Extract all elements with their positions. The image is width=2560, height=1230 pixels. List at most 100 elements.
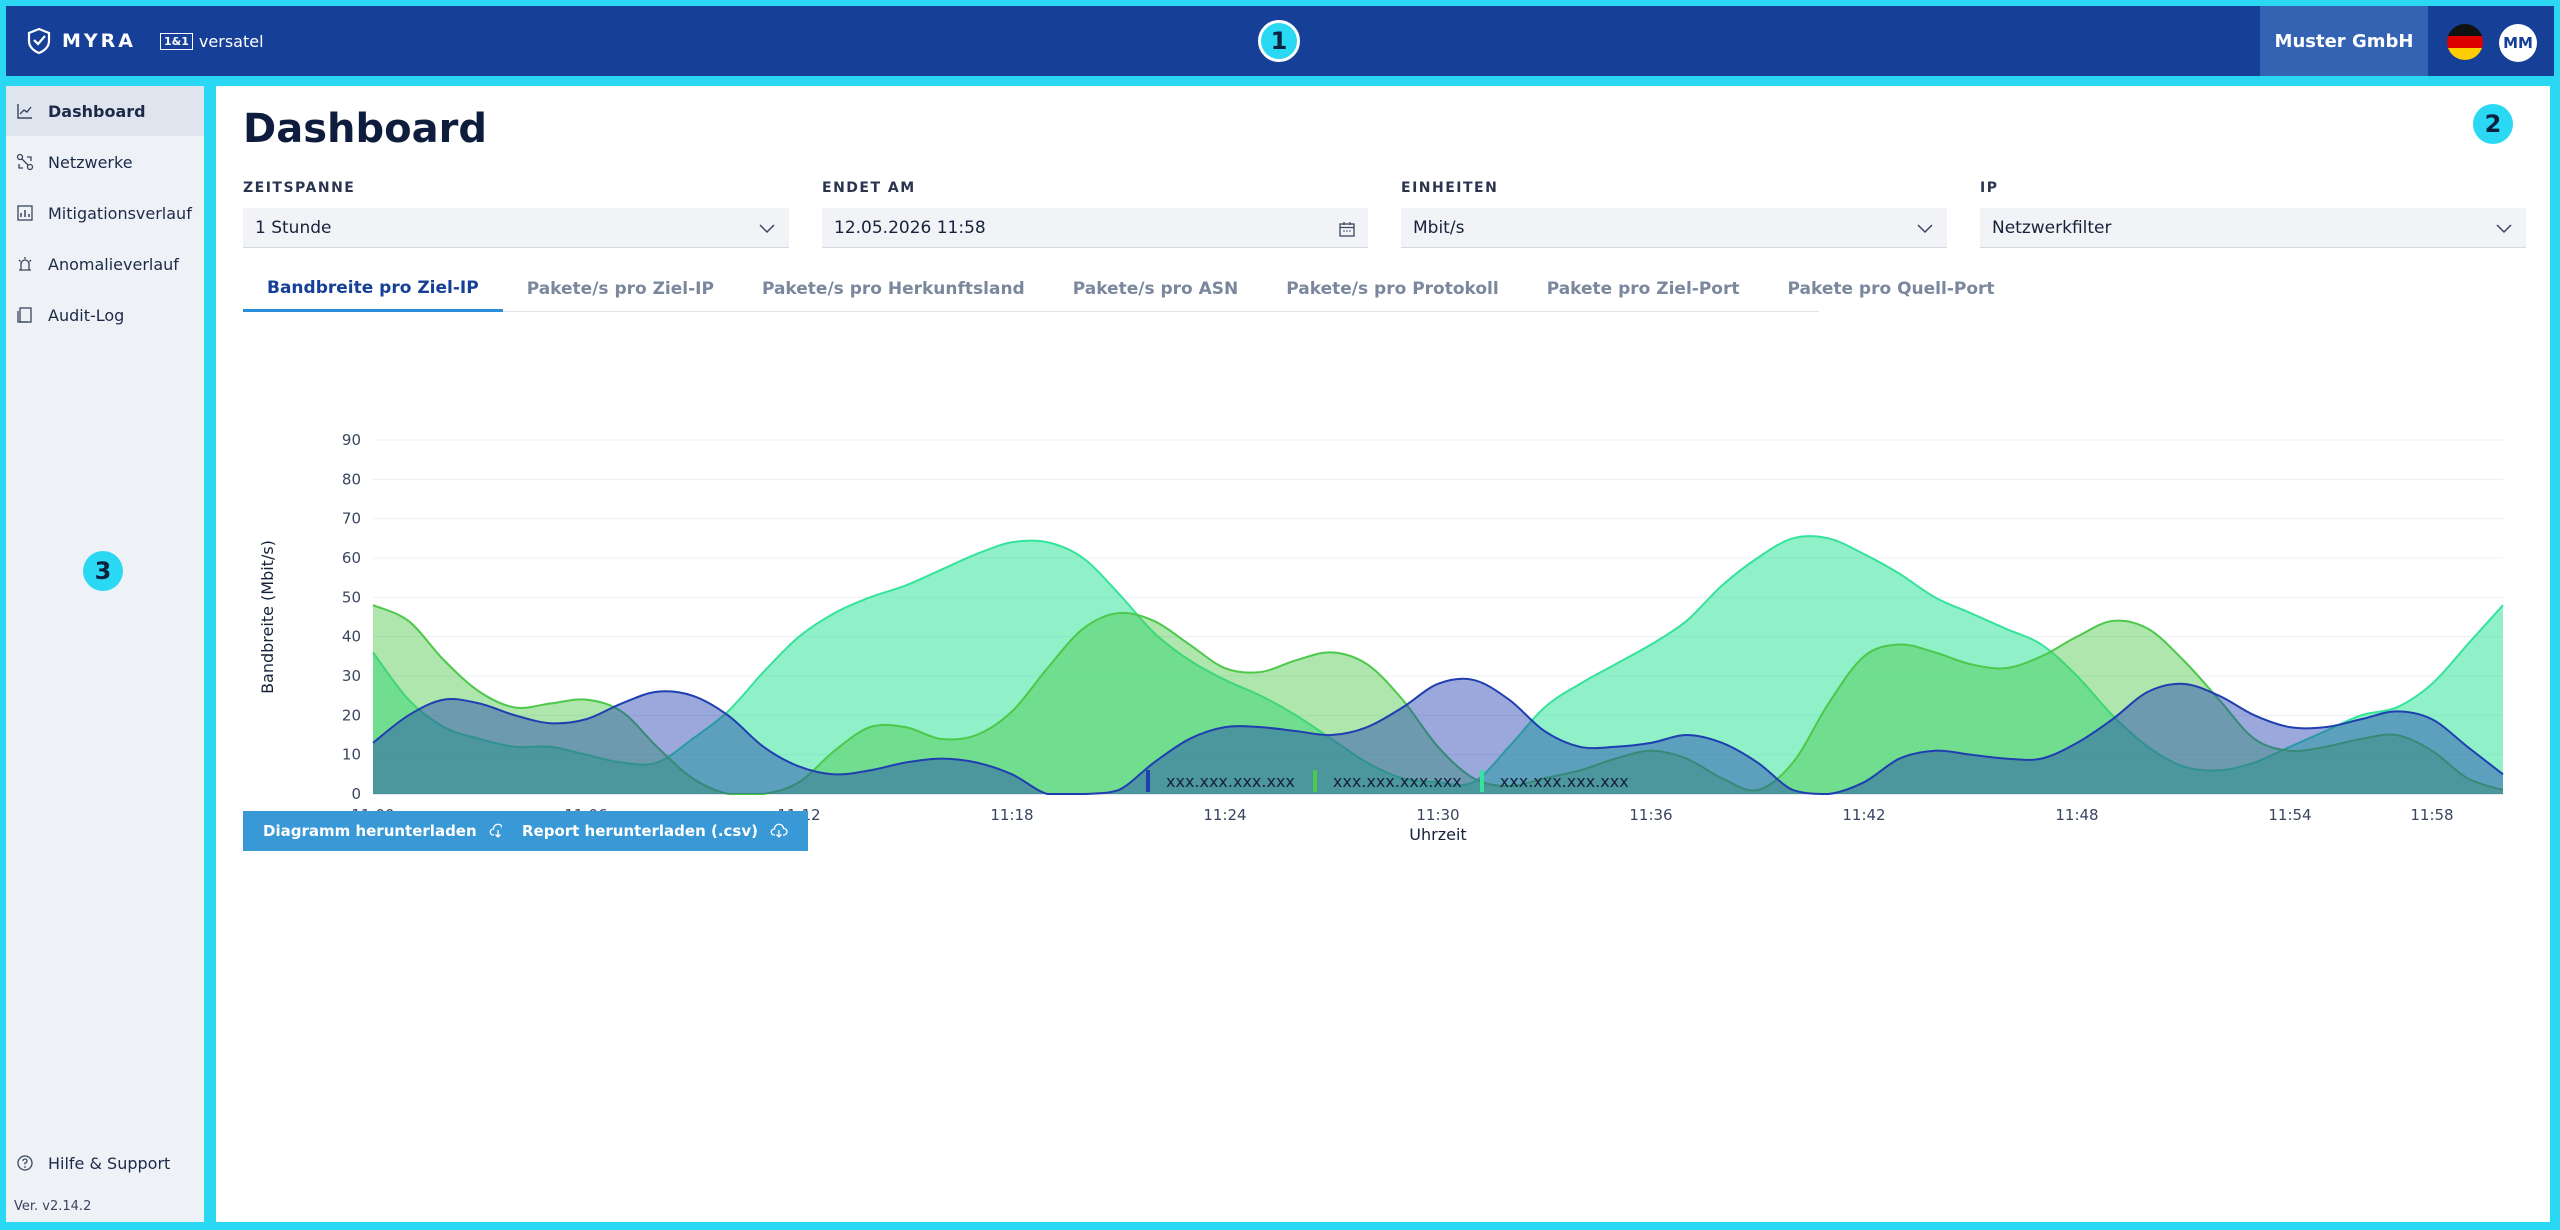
legend-swatch (1312, 770, 1317, 792)
x-tick-label: 11:48 (2055, 806, 2098, 824)
endet-am-datepicker[interactable]: 12.05.2026 11:58 (822, 208, 1368, 248)
sidebar-item-label: Dashboard (48, 101, 146, 121)
filter-label: IP (1980, 180, 1999, 196)
x-axis-label: Uhrzeit (1409, 825, 1466, 844)
partner-logo: 1&1 versatel (160, 32, 264, 51)
chevron-down-icon (759, 224, 775, 234)
legend-item[interactable]: xxx.xxx.xxx.xxx (1146, 770, 1295, 792)
y-axis-label: Bandbreite (Mbit/s) (258, 540, 277, 694)
y-tick-label: 0 (351, 785, 361, 803)
sidebar-item-mitigationsverlauf[interactable]: Mitigationsverlauf (6, 188, 204, 238)
ip-networkfilter-select[interactable]: Netzwerkfilter (1980, 208, 2526, 248)
y-tick-label: 60 (342, 549, 361, 567)
sidebar: Dashboard Netzwerke Mitigationsverlauf A… (6, 86, 204, 1222)
document-icon (17, 307, 32, 323)
x-tick-label: 11:18 (990, 806, 1033, 824)
tab-pakete-pro-herkunftsland[interactable]: Pakete/s pro Herkunftsland (761, 279, 1025, 299)
x-tick-label: 11:36 (1629, 806, 1672, 824)
filter-label: EINHEITEN (1401, 180, 1499, 196)
legend-swatch (1146, 770, 1150, 792)
download-chart-button[interactable]: Diagramm herunterladen (243, 811, 527, 851)
shield-logo-icon (27, 27, 51, 55)
x-tick-label: 11:58 (2410, 806, 2453, 824)
tab-pakete-pro-protokoll[interactable]: Pakete/s pro Protokoll (1286, 279, 1499, 299)
chart-tabs: Bandbreite pro Ziel-IP Pakete/s pro Ziel… (243, 266, 1995, 312)
sidebar-item-anomalieverlauf[interactable]: Anomalieverlauf (6, 239, 204, 289)
series-line-2 (372, 604, 2504, 796)
legend-swatch (1479, 770, 1484, 792)
x-tick-label: 11:42 (1842, 806, 1885, 824)
y-tick-label: 80 (342, 470, 361, 488)
zeitspanne-select[interactable]: 1 Stunde (243, 208, 789, 248)
chart-legend: xxx.xxx.xxx.xxx xxx.xxx.xxx.xxx xxx.xxx.xx… (1146, 770, 1629, 792)
partner-box: 1&1 (160, 32, 193, 50)
annotation-marker-3: 3 (83, 551, 123, 591)
chevron-down-icon (1917, 224, 1933, 234)
y-tick-label: 40 (342, 628, 361, 646)
legend-label: xxx.xxx.xxx.xxx (1332, 771, 1462, 791)
top-bar: MYRA 1&1 versatel Muster GmbH MM (6, 6, 2554, 76)
legend-label: xxx.xxx.xxx.xxx (1499, 771, 1629, 791)
filter-label: ENDET AM (822, 180, 916, 196)
filter-value: Mbit/s (1413, 217, 1465, 238)
series-line-3 (372, 535, 2504, 786)
sidebar-item-dashboard[interactable]: Dashboard (6, 86, 204, 136)
tab-pakete-pro-quell-port[interactable]: Pakete pro Quell-Port (1787, 279, 1995, 299)
y-tick-label: 10 (342, 746, 361, 764)
version-label: Ver. v2.14.2 (14, 1199, 92, 1214)
filter-zeitspanne: ZEITSPANNE 1 Stunde (243, 180, 789, 248)
filter-label: ZEITSPANNE (243, 180, 356, 196)
series-area-2 (373, 605, 2503, 794)
user-avatar[interactable]: MM (2499, 24, 2537, 62)
y-tick-label: 70 (342, 510, 361, 528)
series-line-1 (372, 677, 2504, 796)
cloud-download-icon (770, 823, 788, 838)
partner-name: versatel (198, 31, 264, 51)
sidebar-item-label: Netzwerke (48, 152, 133, 172)
y-tick-label: 30 (342, 667, 361, 685)
legend-item[interactable]: xxx.xxx.xxx.xxx (1479, 770, 1629, 792)
germany-flag-icon[interactable] (2447, 24, 2483, 60)
calendar-icon[interactable] (1338, 220, 1356, 238)
tab-pakete-pro-ziel-port[interactable]: Pakete pro Ziel-Port (1546, 279, 1740, 299)
y-tick-label: 50 (342, 588, 361, 606)
filter-value: 1 Stunde (255, 217, 332, 238)
sidebar-item-audit-log[interactable]: Audit-Log (6, 290, 204, 340)
x-tick-label: 11:54 (2268, 806, 2311, 824)
mitigation-icon (17, 205, 33, 221)
button-label: Diagramm herunterladen (263, 822, 477, 840)
logo[interactable]: MYRA 1&1 versatel (26, 26, 264, 56)
button-label: Report herunterladen (.csv) (522, 822, 758, 840)
help-label: Hilfe & Support (48, 1153, 171, 1173)
tab-pakete-pro-asn[interactable]: Pakete/s pro ASN (1072, 279, 1239, 299)
help-icon (17, 1155, 33, 1171)
filter-value: 12.05.2026 11:58 (834, 217, 986, 238)
y-tick-label: 20 (342, 706, 361, 724)
x-tick-label: 11:24 (1203, 806, 1246, 824)
legend-item[interactable]: xxx.xxx.xxx.xxx (1312, 770, 1462, 792)
chevron-down-icon (2496, 224, 2512, 234)
help-support-link[interactable]: Hilfe & Support (6, 1146, 204, 1180)
annotation-marker-1: 1 (1258, 20, 1300, 62)
brand-name: MYRA (62, 30, 137, 52)
legend-label: xxx.xxx.xxx.xxx (1166, 771, 1295, 791)
tab-bandbreite-pro-ziel-ip[interactable]: Bandbreite pro Ziel-IP (243, 266, 503, 312)
main-content: Dashboard ZEITSPANNE 1 Stunde ENDET AM 1… (216, 86, 2550, 1222)
einheiten-select[interactable]: Mbit/s (1401, 208, 1947, 248)
network-icon (16, 153, 34, 171)
download-report-csv-button[interactable]: Report herunterladen (.csv) (502, 811, 808, 851)
tab-pakete-pro-ziel-ip[interactable]: Pakete/s pro Ziel-IP (526, 279, 714, 299)
series-area-3 (373, 536, 2503, 794)
sidebar-item-netzwerke[interactable]: Netzwerke (6, 137, 204, 187)
series-area-1 (373, 678, 2503, 794)
filter-einheiten: EINHEITEN Mbit/s (1401, 180, 1947, 248)
bandwidth-area-chart[interactable]: 010203040506070809011:0011:0611:1211:181… (243, 340, 2543, 860)
annotation-marker-2: 2 (2473, 104, 2513, 144)
company-selector[interactable]: Muster GmbH (2260, 6, 2428, 76)
chart-line-icon (17, 104, 32, 119)
sidebar-item-label: Mitigationsverlauf (48, 203, 192, 223)
sidebar-item-label: Anomalieverlauf (48, 254, 179, 274)
anomaly-icon (18, 257, 32, 271)
y-tick-label: 90 (342, 431, 361, 449)
sidebar-item-label: Audit-Log (48, 305, 125, 325)
